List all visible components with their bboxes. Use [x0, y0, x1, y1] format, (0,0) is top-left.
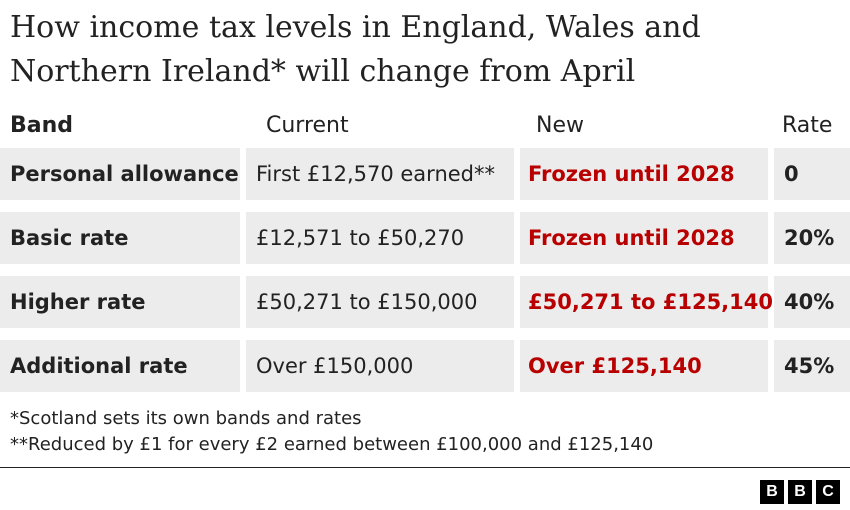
- header-band: Band: [10, 113, 74, 138]
- band-label: Higher rate: [10, 290, 146, 314]
- bbc-logo: B B C: [760, 480, 840, 504]
- footnotes: *Scotland sets its own bands and rates *…: [10, 406, 653, 458]
- band-label: Basic rate: [10, 226, 129, 250]
- current-cell: Over £150,000: [246, 340, 514, 392]
- current-cell: £12,571 to £50,270: [246, 212, 514, 264]
- logo-letter: B: [788, 480, 812, 504]
- table-row: Basic rate £12,571 to £50,270 Frozen unt…: [0, 212, 850, 264]
- divider: [0, 467, 850, 468]
- current-cell: £50,271 to £150,000: [246, 276, 514, 328]
- new-cell: Frozen until 2028: [520, 212, 768, 264]
- rate-cell: 45%: [774, 340, 850, 392]
- current-cell: First £12,570 earned**: [246, 148, 514, 200]
- table-row: Additional rate Over £150,000 Over £125,…: [0, 340, 850, 392]
- new-cell: £50,271 to £125,140: [520, 276, 773, 328]
- logo-letter: C: [816, 480, 840, 504]
- band-label: Personal allowance: [10, 162, 239, 186]
- table-header: Band Current New Rate: [0, 108, 850, 144]
- table-row: Personal allowance First £12,570 earned*…: [0, 148, 850, 200]
- band-label: Additional rate: [10, 354, 188, 378]
- header-current: Current: [266, 113, 349, 138]
- logo-letter: B: [760, 480, 784, 504]
- band-cell: Higher rate: [0, 276, 240, 328]
- band-cell: Personal allowance: [0, 148, 240, 200]
- footnote-scotland: *Scotland sets its own bands and rates: [10, 408, 362, 429]
- rate-cell: 40%: [774, 276, 850, 328]
- band-cell: Additional rate: [0, 340, 240, 392]
- new-cell: Frozen until 2028: [520, 148, 768, 200]
- band-cell: Basic rate: [0, 212, 240, 264]
- rate-cell: 0: [774, 148, 850, 200]
- tax-table: Band Current New Rate Personal allowance…: [0, 108, 850, 392]
- header-rate: Rate: [782, 113, 833, 138]
- rate-cell: 20%: [774, 212, 850, 264]
- table-row: Higher rate £50,271 to £150,000 £50,271 …: [0, 276, 850, 328]
- page-title: How income tax levels in England, Wales …: [10, 10, 701, 89]
- new-cell: Over £125,140: [520, 340, 768, 392]
- footnote-allowance: **Reduced by £1 for every £2 earned betw…: [10, 434, 654, 455]
- header-new: New: [536, 113, 584, 138]
